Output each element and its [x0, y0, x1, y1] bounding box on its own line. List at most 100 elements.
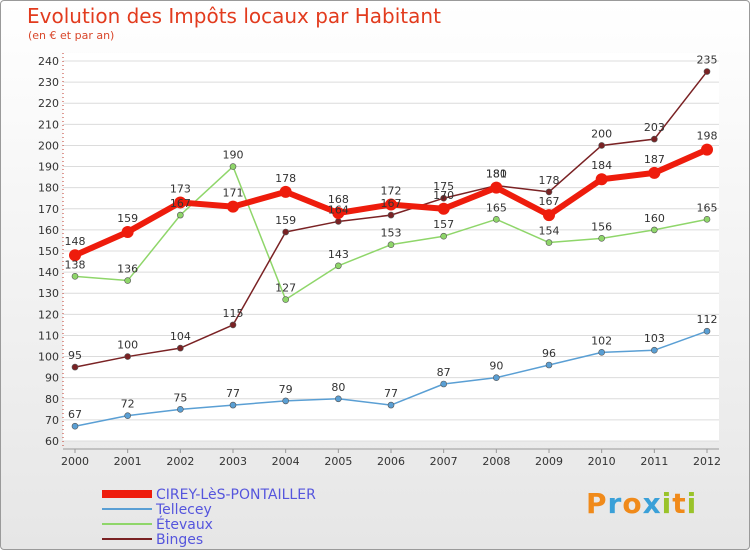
x-tick-label: 2009 [535, 455, 563, 468]
data-label: 178 [275, 172, 296, 185]
x-tick-label: 2000 [61, 455, 89, 468]
data-point [177, 344, 184, 352]
data-point [229, 163, 237, 170]
data-point [177, 211, 184, 219]
x-tick-label: 2010 [588, 455, 616, 468]
data-point [493, 374, 500, 381]
data-label: 198 [697, 130, 718, 143]
data-point [703, 68, 711, 75]
y-tick-label: 160 [38, 224, 59, 237]
data-label: 171 [223, 187, 244, 200]
data-point [598, 142, 605, 149]
data-label: 112 [697, 313, 718, 326]
data-point [385, 198, 397, 211]
data-label: 127 [275, 282, 296, 295]
y-tick-label: 190 [38, 161, 59, 174]
data-label: 157 [433, 218, 454, 231]
y-tick-label: 110 [38, 329, 59, 342]
data-point [437, 202, 450, 215]
data-label: 187 [644, 153, 665, 166]
data-point [545, 361, 553, 369]
data-point [595, 173, 608, 186]
x-tick-label: 2006 [377, 455, 405, 468]
data-point [71, 273, 79, 280]
data-label: 235 [697, 54, 718, 67]
y-tick-label: 230 [38, 76, 59, 89]
data-label: 178 [539, 174, 560, 187]
data-point [124, 353, 131, 360]
data-label: 165 [486, 201, 507, 214]
chart-title: Evolution des Impôts locaux par Habitant [27, 4, 441, 28]
x-tick-label: 2002 [166, 455, 194, 468]
data-point [227, 200, 239, 213]
data-label: 104 [170, 330, 191, 343]
data-label: 167 [539, 195, 560, 208]
data-label: 203 [644, 121, 665, 134]
data-label: 103 [644, 332, 665, 345]
data-point [71, 363, 79, 371]
y-tick-label: 150 [38, 245, 59, 258]
data-label: 95 [68, 349, 82, 362]
x-tick-label: 2001 [114, 455, 142, 468]
data-point [282, 228, 289, 236]
data-label: 159 [275, 214, 296, 227]
data-label: 184 [591, 159, 612, 172]
data-point [598, 349, 605, 356]
y-tick-label: 210 [38, 118, 59, 131]
legend-label: Binges [156, 532, 203, 548]
x-tick-label: 2005 [324, 455, 352, 468]
data-label: 148 [65, 235, 86, 248]
brand-letter: r [607, 487, 623, 520]
data-point [545, 239, 553, 246]
data-point [387, 241, 395, 248]
data-label: 115 [223, 307, 244, 320]
data-label: 164 [328, 203, 349, 216]
y-tick-label: 220 [38, 97, 59, 110]
brand-letter: x [642, 487, 662, 520]
brand-letter: o [622, 487, 643, 520]
brand-letter: i [686, 487, 698, 520]
data-point [124, 277, 131, 284]
data-label: 165 [697, 201, 718, 214]
y-tick-label: 60 [45, 435, 59, 448]
x-tick-label: 2008 [482, 455, 510, 468]
data-point [440, 380, 447, 388]
data-label: 102 [591, 334, 612, 347]
data-label: 143 [328, 248, 349, 261]
data-label: 180 [486, 168, 507, 181]
data-point [174, 196, 187, 209]
data-point [387, 211, 395, 219]
data-point [229, 401, 237, 409]
data-label: 200 [591, 127, 612, 140]
data-point [69, 249, 81, 262]
data-point [124, 412, 131, 419]
y-tick-label: 170 [38, 203, 59, 216]
data-label: 170 [433, 189, 454, 202]
data-point [335, 395, 342, 403]
data-point [440, 194, 447, 202]
x-tick-label: 2012 [693, 455, 721, 468]
y-tick-label: 240 [38, 55, 59, 68]
data-label: 72 [121, 398, 135, 411]
brand-letter: t [672, 487, 687, 520]
data-point [703, 327, 711, 335]
data-label: 173 [170, 182, 191, 195]
data-label: 90 [489, 360, 503, 373]
data-label: 80 [331, 381, 345, 394]
data-label: 168 [328, 193, 349, 206]
x-tick-label: 2011 [640, 455, 668, 468]
data-label: 87 [437, 366, 451, 379]
data-point [282, 397, 289, 405]
legend-label: Étevaux [156, 516, 213, 533]
data-label: 175 [433, 180, 454, 193]
y-tick-label: 130 [38, 287, 59, 300]
y-tick-label: 200 [38, 139, 59, 152]
y-tick-label: 140 [38, 266, 59, 279]
y-tick-label: 120 [38, 308, 59, 321]
data-label: 96 [542, 347, 556, 360]
data-point [282, 296, 289, 303]
data-point [490, 181, 503, 194]
data-label: 156 [591, 220, 612, 233]
data-point [387, 401, 395, 409]
